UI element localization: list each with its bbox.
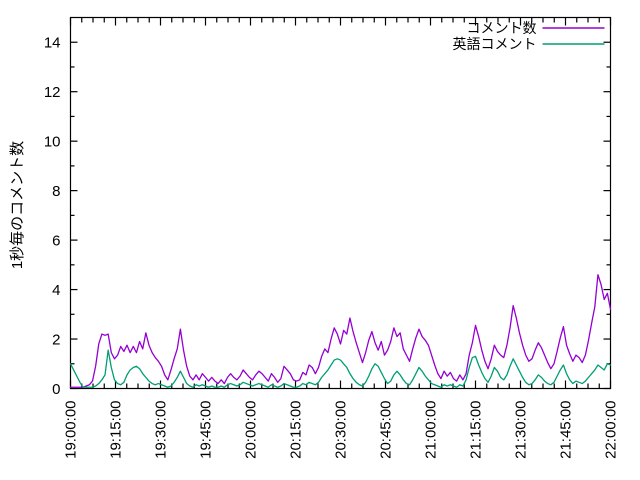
x-tick-label: 19:15:00 xyxy=(108,401,125,459)
x-tick-label: 19:30:00 xyxy=(153,401,170,459)
y-tick-label: 14 xyxy=(44,35,61,52)
x-tick-label: 19:45:00 xyxy=(198,401,215,459)
x-tick-label: 20:00:00 xyxy=(243,401,260,459)
x-tick-label: 21:15:00 xyxy=(468,401,485,459)
x-tick-label: 21:45:00 xyxy=(558,401,575,459)
x-tick-label: 21:00:00 xyxy=(423,401,440,459)
y-tick-label: 0 xyxy=(52,381,60,398)
x-tick-label: 20:45:00 xyxy=(378,401,395,459)
y-tick-label: 8 xyxy=(52,183,60,200)
legend-label-2: 英語コメント xyxy=(453,36,537,52)
y-axis-label: 1秒毎のコメント数 xyxy=(9,141,26,269)
plot-frame xyxy=(69,16,612,390)
x-tick-label: 22:00:00 xyxy=(603,401,620,459)
y-tick-label: 6 xyxy=(52,233,60,250)
x-tick-label: 21:30:00 xyxy=(513,401,530,459)
x-tick-label: 19:00:00 xyxy=(63,401,80,459)
y-tick-label: 10 xyxy=(44,134,61,151)
y-axis-ticks: 0 2 4 6 8 10 12 14 xyxy=(44,35,611,398)
y-tick-label: 2 xyxy=(52,332,60,349)
x-tick-label: 20:30:00 xyxy=(333,401,350,459)
series-line-1 xyxy=(69,274,612,388)
y-tick-label: 4 xyxy=(52,282,60,299)
x-tick-label: 20:15:00 xyxy=(288,401,305,459)
series-line-2 xyxy=(69,349,612,388)
y-tick-label: 12 xyxy=(44,84,61,101)
series-lines xyxy=(69,274,612,388)
legend-label-1: コメント数 xyxy=(467,20,537,36)
